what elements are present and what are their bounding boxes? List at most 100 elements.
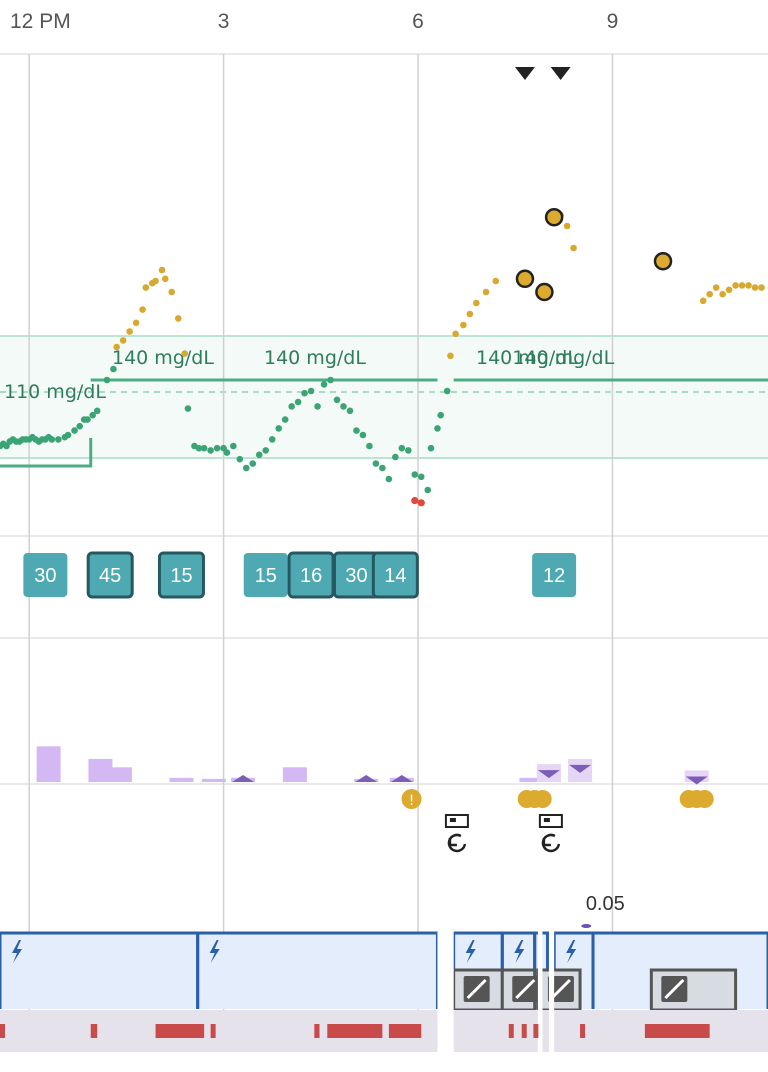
carb-box [532, 553, 577, 597]
cgm-reading [242, 464, 250, 472]
cgm-reading [466, 310, 474, 318]
cgm-reading [424, 486, 432, 494]
cgm-reading [398, 444, 406, 452]
cgm-reading [255, 451, 263, 459]
target-label: 110 mg/dL [4, 381, 106, 403]
cgm-reading [223, 449, 231, 456]
cgm-reading [732, 282, 739, 289]
target-range-band [0, 336, 768, 458]
carb-value: 15 [170, 565, 192, 587]
cgm-reading [119, 337, 127, 344]
cgm-reading [411, 471, 419, 478]
bolus-bar [519, 777, 544, 782]
cgm-reading [158, 266, 166, 274]
cgm-reading [452, 330, 459, 338]
suspend-slash [664, 978, 685, 1000]
cgm-reading [142, 284, 150, 291]
cgm-reading [84, 416, 91, 423]
carb-box [23, 553, 68, 597]
bottom-mark [533, 1024, 539, 1038]
cgm-reading [482, 288, 490, 296]
bottom-mark [580, 1024, 586, 1038]
basal-area [0, 933, 768, 1009]
bolus-triangle [537, 770, 560, 779]
cgm-reading [93, 407, 101, 415]
cgm-reading [139, 306, 146, 313]
cgm-reading [563, 222, 571, 230]
cgm-reading [281, 416, 289, 423]
cgm-reading [706, 290, 713, 298]
cgm-reading [200, 444, 208, 452]
cgm-reading [366, 442, 373, 450]
carb-entry: 15 [157, 551, 205, 599]
low-reading [411, 497, 419, 505]
cgm-reading [427, 444, 435, 452]
cgm-reading [301, 389, 308, 397]
cgm-reading [392, 453, 399, 461]
cgm-reading [207, 447, 214, 454]
bottom-mark [155, 1024, 205, 1038]
cgm-reading [751, 284, 759, 291]
bolt-icon [465, 940, 476, 963]
carb-entry: 15 [243, 553, 288, 597]
fingerstick-reading [653, 251, 673, 271]
cgm-reading [346, 407, 354, 415]
cgm-reading [181, 350, 189, 357]
site-change-icon [444, 814, 469, 853]
bolt-icon [566, 940, 577, 963]
bolt-icon [209, 940, 220, 963]
cgm-reading [174, 315, 182, 322]
cgm-reading [333, 396, 341, 404]
carb-entry: 45 [86, 551, 134, 599]
target-segment [0, 438, 93, 468]
bottom-mark [0, 1024, 5, 1038]
carb-box [371, 551, 419, 599]
alert-icon [401, 789, 422, 809]
cgm-reading [385, 475, 393, 483]
cgm-reading [161, 275, 169, 283]
cgm-reading [437, 411, 445, 419]
carb-entry: 30 [23, 553, 68, 597]
cgm-reading [699, 297, 707, 305]
cgm-reading [152, 277, 159, 285]
basal-marker [581, 924, 592, 928]
cgm-reading [48, 436, 56, 443]
cgm-reading [230, 442, 237, 450]
bolus-bar [169, 777, 194, 782]
bolus-triangle [232, 775, 255, 782]
cgm-reading [712, 284, 720, 291]
target-label: 140 mg/dL [112, 347, 214, 369]
carb-value: 16 [300, 565, 322, 587]
event-dot [695, 790, 714, 808]
carb-box [157, 551, 205, 599]
cgm-reading [110, 365, 117, 373]
site-change-icon [538, 814, 563, 853]
event-marker-icon [550, 67, 571, 80]
cgm-reading [340, 403, 347, 410]
basal-segment [196, 931, 439, 1009]
cgm-reading [434, 425, 441, 432]
fingerstick-reading [515, 269, 535, 289]
bolus-triangle [685, 776, 708, 785]
carb-value: 30 [34, 565, 56, 587]
cgm-reading [738, 282, 746, 289]
cgm-reading [262, 447, 270, 454]
cgm-reading [126, 328, 133, 335]
cgm-reading [64, 431, 72, 439]
cgm-reading [294, 398, 302, 406]
bolus-triangle [390, 775, 413, 782]
cgm-reading [275, 425, 282, 432]
cgm-reading [719, 290, 726, 298]
bottom-mark [388, 1024, 422, 1038]
cgm-reading [327, 376, 334, 384]
data-gap [437, 930, 454, 1052]
data-gap [548, 930, 555, 1052]
bolt-icon [12, 940, 22, 963]
cgm-reading [447, 352, 454, 360]
cgm-reading [76, 422, 84, 430]
suspend-slash [550, 978, 571, 1000]
cgm-reading [195, 444, 203, 452]
bottom-mark [210, 1024, 216, 1038]
bottom-mark [90, 1024, 98, 1038]
